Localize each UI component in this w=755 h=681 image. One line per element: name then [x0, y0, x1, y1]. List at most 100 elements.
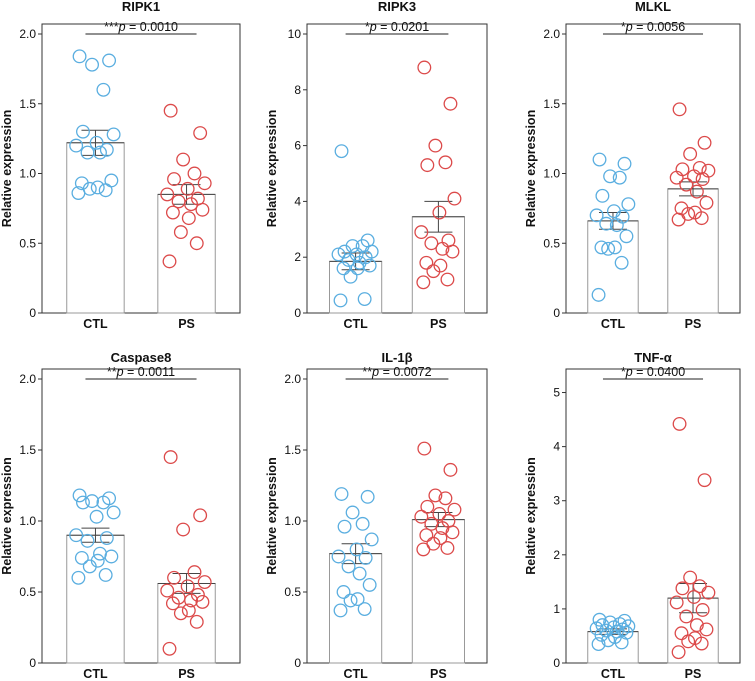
- data-point: [416, 275, 431, 290]
- data-point: [162, 641, 177, 656]
- y-tick-label: 2.0: [19, 372, 36, 386]
- data-point: [350, 261, 365, 276]
- series-ctl: [66, 488, 125, 664]
- series-ctl: [66, 49, 125, 314]
- data-point: [362, 577, 377, 592]
- data-point: [675, 162, 690, 177]
- data-point: [669, 595, 684, 610]
- x-category-label: PS: [430, 317, 447, 331]
- data-point: [72, 49, 87, 64]
- data-point: [337, 519, 352, 534]
- data-point: [601, 633, 616, 648]
- data-point: [419, 255, 434, 270]
- data-point: [96, 82, 111, 97]
- data-point: [102, 53, 117, 68]
- data-point: [694, 636, 709, 651]
- data-point: [432, 205, 447, 220]
- data-point: [180, 579, 195, 594]
- data-point: [167, 172, 181, 187]
- data-point: [173, 606, 188, 621]
- y-tick-label: 2: [553, 548, 560, 562]
- data-point: [160, 187, 175, 202]
- data-point: [414, 225, 429, 240]
- chart-panel-5: IL-1β Relative expression 0 0.5 1.0 1.5 2.0 CTL…: [265, 350, 488, 681]
- data-point: [163, 103, 178, 118]
- data-point: [619, 229, 634, 244]
- data-point: [336, 261, 351, 276]
- data-point: [358, 550, 373, 565]
- data-point: [184, 197, 199, 212]
- y-tick-label: 2: [294, 250, 301, 264]
- x-category-label: PS: [178, 317, 195, 331]
- data-point: [93, 145, 107, 160]
- p-value-label: *p = 0.0201: [365, 20, 429, 34]
- data-point: [96, 495, 111, 510]
- y-tick-label: 0.5: [284, 585, 301, 599]
- data-point: [357, 602, 372, 616]
- data-point: [440, 272, 455, 287]
- plot-frame: [306, 368, 488, 664]
- data-point: [447, 502, 462, 517]
- data-point: [417, 441, 432, 456]
- data-point: [193, 126, 208, 140]
- series-ctl: [587, 612, 639, 664]
- y-tick-label: 0: [294, 656, 301, 670]
- y-tick-label: 1.0: [543, 167, 560, 181]
- series-ps: [411, 60, 465, 314]
- y-tick-label: 0.5: [19, 236, 36, 250]
- data-point: [432, 506, 447, 521]
- series-ctl: [329, 144, 383, 314]
- data-point: [609, 218, 624, 233]
- y-axis-label: Relative expression: [0, 457, 14, 574]
- series-ctl: [329, 487, 383, 664]
- data-point: [612, 170, 627, 185]
- x-category-label: CTL: [343, 317, 368, 331]
- p-value-label: **p = 0.0011: [107, 365, 175, 379]
- data-point: [414, 509, 429, 524]
- x-category-label: PS: [685, 667, 702, 681]
- data-point: [445, 244, 460, 259]
- data-point: [181, 211, 196, 226]
- data-point: [445, 525, 460, 540]
- y-tick-label: 6: [294, 139, 301, 153]
- data-point: [176, 152, 191, 167]
- data-point: [621, 197, 636, 212]
- data-point: [195, 202, 210, 217]
- y-tick-label: 3: [553, 494, 560, 508]
- chart-panel-2: RIPK3 Relative expression 0 2 4 6 8 10 CTL PS *p =…: [265, 0, 488, 331]
- y-tick-label: 1.5: [19, 443, 36, 457]
- data-point: [98, 568, 113, 582]
- data-point: [187, 166, 202, 181]
- data-point: [671, 212, 686, 227]
- data-point: [189, 236, 204, 251]
- x-category-label: CTL: [601, 317, 626, 331]
- data-point: [197, 176, 212, 191]
- x-category-label: PS: [685, 317, 702, 331]
- y-tick-label: 5: [553, 386, 560, 400]
- series-ps: [667, 102, 719, 314]
- data-point: [687, 169, 701, 184]
- data-point: [184, 593, 199, 608]
- data-point: [695, 603, 710, 617]
- data-point: [617, 156, 632, 171]
- y-tick-label: 0.5: [19, 585, 36, 599]
- data-point: [701, 585, 716, 600]
- data-point: [674, 626, 689, 641]
- data-point: [89, 509, 104, 524]
- data-point: [106, 127, 121, 142]
- data-point: [591, 287, 606, 302]
- data-point: [74, 550, 89, 565]
- bar: [329, 553, 383, 664]
- data-point: [594, 240, 609, 255]
- data-point: [433, 258, 448, 273]
- data-point: [603, 169, 618, 184]
- series-ps: [157, 450, 216, 664]
- data-point: [671, 645, 686, 660]
- series-ctl: [587, 152, 639, 314]
- y-axis-label: Relative expression: [0, 110, 14, 227]
- data-point: [606, 204, 621, 219]
- chart-title: RIPK1: [122, 0, 160, 14]
- data-point: [601, 241, 616, 256]
- data-point: [595, 188, 610, 203]
